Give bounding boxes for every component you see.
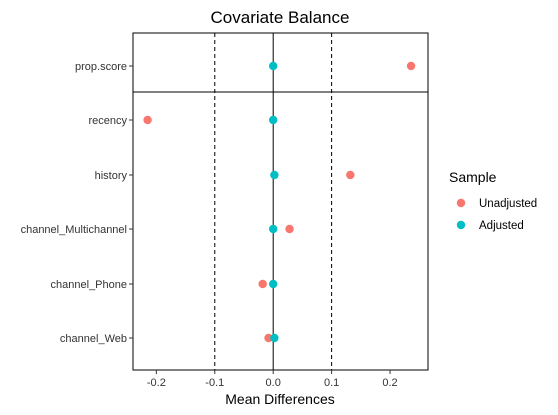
legend-title: Sample [449,169,497,185]
x-tick-label: 0.1 [324,377,339,389]
point-adjusted [270,333,279,343]
point-unadjusted [285,224,294,234]
point-unadjusted [143,115,152,125]
y-tick-label: channel_Multichannel [21,224,127,236]
point-unadjusted [264,333,273,343]
point-unadjusted [406,61,416,71]
x-tick-label: 0.0 [266,377,281,389]
point-adjusted [268,224,278,234]
x-axis-title: Mean Differences [225,391,334,407]
chart-title: Covariate Balance [211,8,350,27]
point-adjusted [268,279,278,289]
legend-key-adjusted [456,220,466,230]
point-adjusted [268,61,278,71]
legend-label-adjusted: Adjusted [479,220,524,232]
point-unadjusted [346,170,355,180]
legend-key-unadjusted [456,198,466,208]
y-tick-label: channel_Web [60,333,127,345]
y-tick-label: channel_Phone [51,279,127,291]
point-unadjusted [258,279,267,289]
x-tick-label: -0.1 [205,377,224,389]
point-adjusted [270,170,279,180]
x-tick-label: 0.2 [382,377,397,389]
y-tick-label: prop.score [75,61,127,73]
legend-label-unadjusted: Unadjusted [479,198,537,210]
y-tick-label: recency [88,115,127,127]
legend: Sample Unadjusted Adjusted [449,169,537,232]
point-adjusted [268,115,278,125]
y-tick-label: history [95,170,128,182]
x-tick-label: -0.2 [147,377,166,389]
plot-panel [132,32,429,371]
